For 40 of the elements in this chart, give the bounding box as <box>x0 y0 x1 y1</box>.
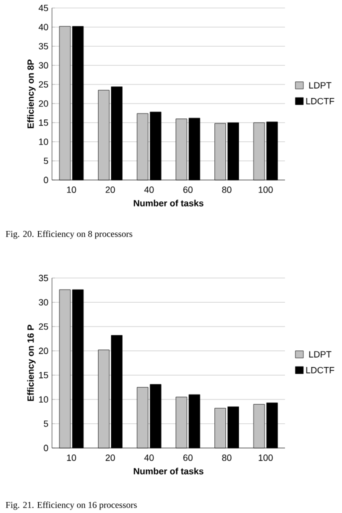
legend-label: LDCTF <box>306 98 334 104</box>
x-tick-label: 40 <box>144 454 154 461</box>
y-tick-label: 20 <box>38 348 48 354</box>
y-tick-label: 5 <box>44 420 48 427</box>
y-tick-label: 35 <box>38 274 48 282</box>
legend-label: LDCTF <box>306 366 334 374</box>
y-tick-label: 10 <box>39 138 48 145</box>
legend-label: LDPT <box>309 351 332 358</box>
y-tick-label: 0 <box>44 444 48 452</box>
y-tick-label: 35 <box>38 43 48 50</box>
caption: Fig. 20. Efficiency on 8 processors <box>6 230 132 239</box>
x-tick-label: 80 <box>222 454 232 461</box>
y-tick-label: 40 <box>38 24 48 30</box>
x-tick-label: 100 <box>258 186 273 193</box>
y-tick-label: 10 <box>39 396 48 403</box>
caption: Fig. 21. Efficiency on 16 processors <box>6 502 137 510</box>
y-axis-title: Efficiency on 16 P <box>27 324 36 401</box>
y-tick-label: 20 <box>38 100 48 107</box>
x-tick-label: 40 <box>144 186 154 193</box>
y-tick-label: 30 <box>38 299 48 306</box>
x-tick-label: 10 <box>67 454 76 461</box>
x-tick-label: 10 <box>67 186 76 193</box>
legend-label: LDPT <box>309 82 332 88</box>
y-axis-title: Efficiency on 8P <box>27 60 36 128</box>
x-tick-label: 20 <box>106 186 115 193</box>
x-tick-label: 60 <box>183 186 193 193</box>
x-tick-label: 80 <box>222 186 232 193</box>
y-tick-label: 30 <box>38 62 48 69</box>
y-tick-label: 25 <box>38 323 48 330</box>
x-axis-title: Number of tasks <box>134 468 204 474</box>
y-tick-label: 25 <box>38 81 48 88</box>
x-tick-label: 20 <box>106 454 115 461</box>
y-tick-label: 45 <box>38 4 48 12</box>
y-tick-label: 15 <box>39 372 48 378</box>
y-tick-label: 0 <box>44 176 48 184</box>
x-tick-label: 100 <box>258 454 273 461</box>
y-tick-label: 15 <box>39 120 48 126</box>
x-tick-label: 60 <box>183 454 193 461</box>
y-tick-label: 5 <box>44 158 48 164</box>
x-axis-title: Number of tasks <box>134 200 204 206</box>
